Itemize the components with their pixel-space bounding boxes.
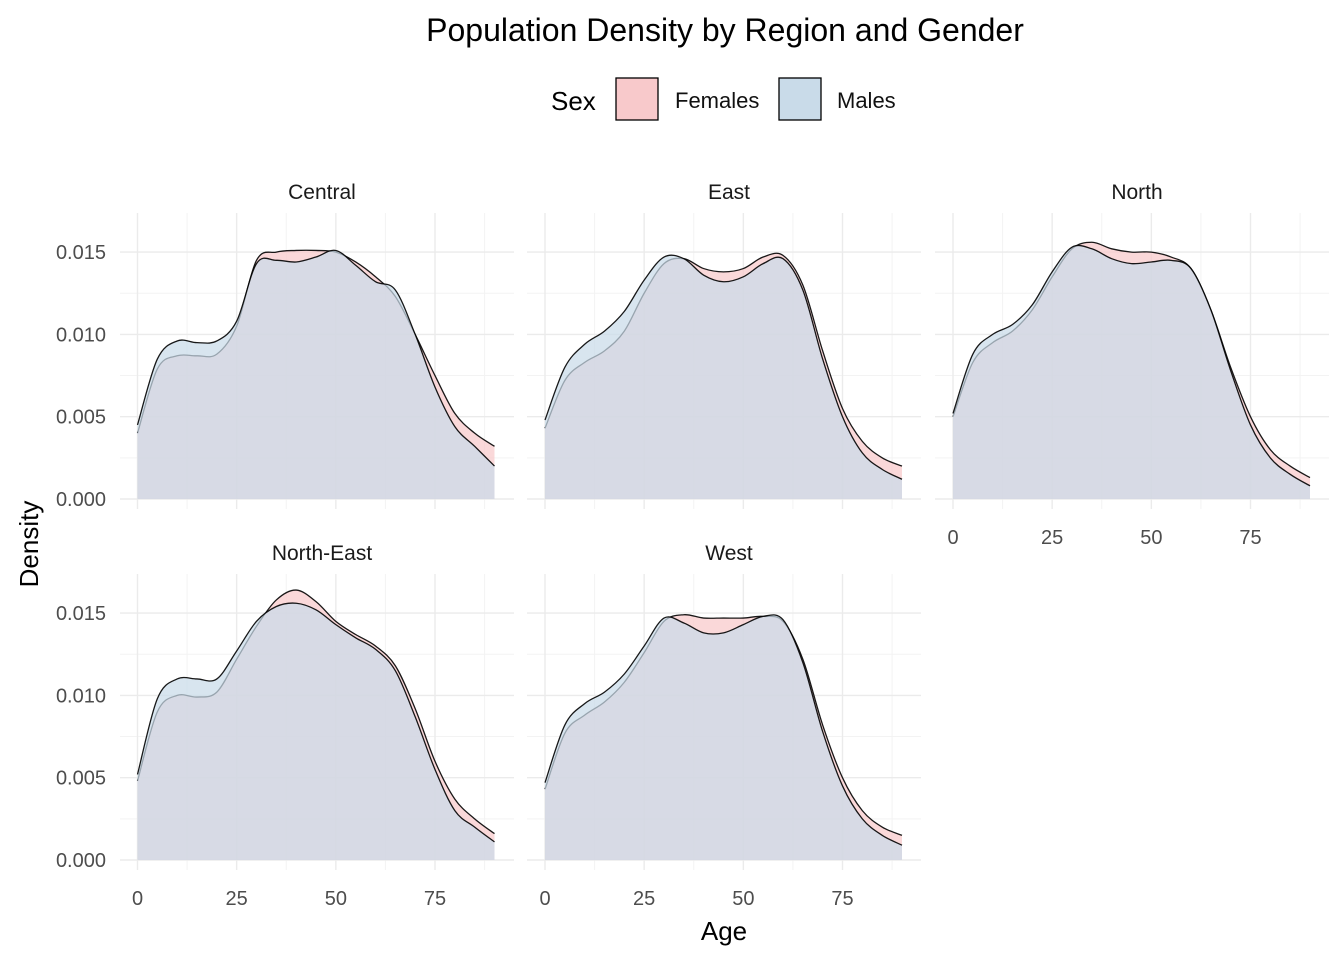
x-tick-label: 50 bbox=[732, 888, 754, 910]
legend-title: Sex bbox=[551, 86, 596, 116]
y-tick-label: 0.000 bbox=[56, 489, 106, 511]
x-tick-label: 75 bbox=[831, 888, 853, 910]
density-line-males bbox=[544, 614, 903, 846]
density-area-males bbox=[545, 255, 902, 499]
density-area-males bbox=[545, 614, 902, 860]
strip-label: West bbox=[705, 542, 753, 565]
y-axis-title: Density bbox=[14, 501, 44, 588]
y-tick-label: 0.005 bbox=[56, 407, 106, 429]
facet-panels: Central 0.000 0.005 0.010 0.015 East North 0 25 5… bbox=[56, 181, 1329, 910]
x-tick-label: 25 bbox=[1041, 527, 1063, 549]
panel-north-east: North-East 0.000 0.005 0.010 0.015 0 25 50 75 bbox=[56, 542, 514, 910]
panel-north: North 0 25 50 75 bbox=[935, 181, 1329, 549]
x-tick-label: 75 bbox=[424, 888, 446, 910]
x-tick-label: 0 bbox=[539, 888, 550, 910]
x-tick-label: 50 bbox=[1140, 527, 1162, 549]
panel-west: West 0 25 50 75 bbox=[527, 542, 921, 910]
strip-label: North-East bbox=[272, 542, 373, 565]
x-tick-label: 75 bbox=[1239, 527, 1261, 549]
legend: Sex Females Males bbox=[551, 77, 896, 121]
legend-label-males: Males bbox=[837, 88, 896, 113]
y-tick-label: 0.010 bbox=[56, 685, 106, 707]
x-axis-title: Age bbox=[701, 916, 747, 946]
panel-east: East bbox=[527, 181, 921, 509]
density-line-males bbox=[136, 249, 495, 467]
x-tick-label: 0 bbox=[947, 527, 958, 549]
x-tick-label: 50 bbox=[325, 888, 347, 910]
y-tick-label: 0.010 bbox=[56, 324, 106, 346]
y-tick-label: 0.015 bbox=[56, 603, 106, 625]
legend-label-females: Females bbox=[675, 88, 759, 113]
strip-label: East bbox=[708, 181, 750, 204]
density-line-males bbox=[544, 254, 903, 480]
legend-key-males bbox=[778, 77, 822, 121]
density-line-males bbox=[136, 602, 495, 843]
strip-label: Central bbox=[288, 181, 356, 204]
density-area-males bbox=[137, 250, 495, 499]
chart-title: Population Density by Region and Gender bbox=[426, 12, 1024, 48]
x-tick-label: 25 bbox=[633, 888, 655, 910]
density-area-males bbox=[953, 245, 1310, 499]
x-tick-label: 25 bbox=[226, 888, 248, 910]
density-area-males bbox=[137, 603, 495, 860]
x-tick-label: 0 bbox=[132, 888, 143, 910]
y-tick-label: 0.000 bbox=[56, 850, 106, 872]
y-tick-label: 0.005 bbox=[56, 768, 106, 790]
y-tick-label: 0.015 bbox=[56, 242, 106, 264]
density-line-males bbox=[952, 244, 1311, 487]
panel-central: Central 0.000 0.005 0.010 0.015 bbox=[56, 181, 514, 511]
legend-key-females bbox=[615, 77, 659, 121]
strip-label: North bbox=[1111, 181, 1162, 204]
